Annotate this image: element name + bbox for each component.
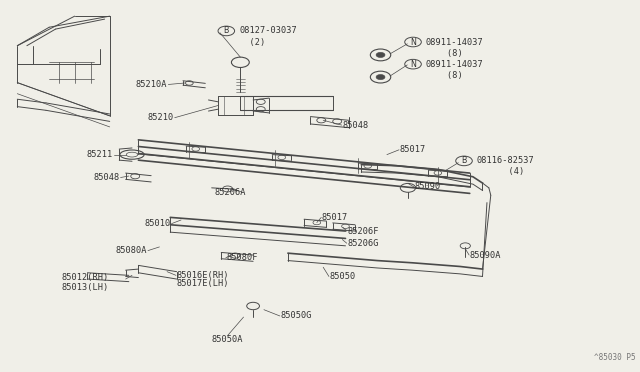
Text: 85206A: 85206A — [215, 188, 246, 197]
Circle shape — [376, 52, 385, 58]
Text: 85050A: 85050A — [212, 336, 243, 344]
Text: B: B — [461, 156, 467, 166]
Text: (8): (8) — [426, 49, 463, 58]
Text: 85210: 85210 — [147, 113, 173, 122]
Text: 08127-03037: 08127-03037 — [239, 26, 297, 35]
Text: (2): (2) — [239, 38, 266, 46]
Text: B: B — [224, 26, 229, 35]
Text: 85090: 85090 — [414, 182, 440, 191]
Text: 85017: 85017 — [322, 213, 348, 222]
Text: 85048: 85048 — [342, 121, 369, 129]
Text: 85090A: 85090A — [470, 251, 501, 260]
Text: 85206F: 85206F — [348, 227, 379, 235]
Text: 08116-82537: 08116-82537 — [477, 156, 534, 166]
Text: N: N — [410, 60, 416, 69]
Text: N: N — [410, 38, 416, 46]
Text: 85050: 85050 — [330, 272, 356, 281]
Text: 85050G: 85050G — [280, 311, 312, 320]
Circle shape — [376, 74, 385, 80]
Text: 85211: 85211 — [86, 150, 113, 159]
Text: 85012(RH)
85013(LH): 85012(RH) 85013(LH) — [62, 273, 109, 292]
Text: 85016E(RH): 85016E(RH) — [177, 271, 229, 280]
Text: 85206G: 85206G — [348, 239, 379, 248]
Text: ^85030 P5: ^85030 P5 — [594, 353, 636, 362]
Text: 85017E(LH): 85017E(LH) — [177, 279, 229, 288]
Text: 85048: 85048 — [93, 173, 119, 182]
Text: 85010: 85010 — [144, 219, 170, 228]
Text: 85210A: 85210A — [136, 80, 167, 89]
Text: 85080A: 85080A — [115, 246, 147, 255]
Text: 08911-14037: 08911-14037 — [426, 60, 484, 69]
Text: (8): (8) — [426, 71, 463, 80]
Text: 85080F: 85080F — [227, 253, 258, 263]
Text: 08911-14037: 08911-14037 — [426, 38, 484, 46]
Text: (4): (4) — [477, 167, 524, 176]
Text: 85017: 85017 — [399, 145, 426, 154]
